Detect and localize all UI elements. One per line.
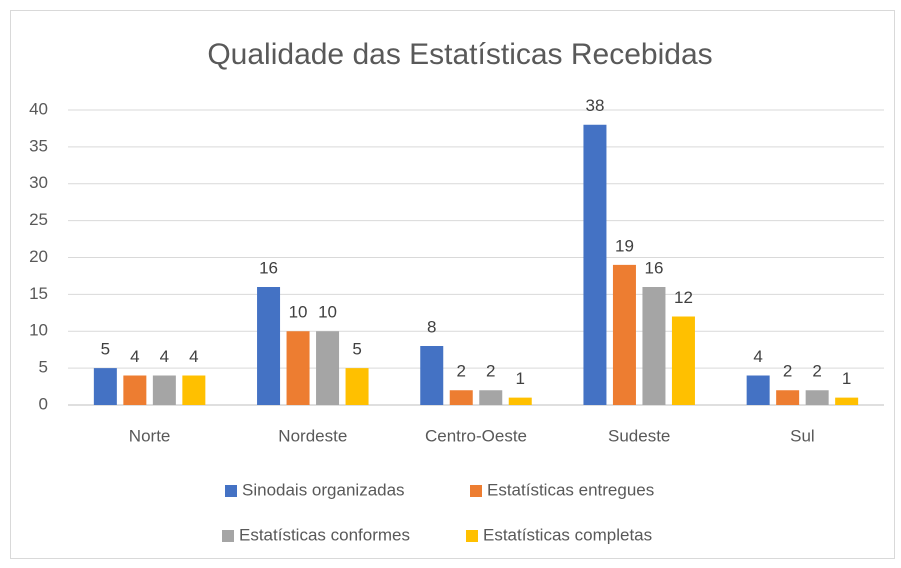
x-tick-label: Nordeste bbox=[278, 426, 347, 445]
bar bbox=[257, 287, 281, 405]
y-tick-label: 15 bbox=[29, 284, 48, 303]
bar bbox=[316, 331, 340, 405]
chart-title: Qualidade das Estatísticas Recebidas bbox=[207, 38, 712, 71]
data-label: 4 bbox=[189, 347, 198, 366]
data-label: 2 bbox=[812, 362, 821, 381]
data-label: 10 bbox=[289, 303, 308, 322]
x-tick-label: Norte bbox=[129, 426, 171, 445]
data-label: 10 bbox=[318, 303, 337, 322]
y-tick-label: 35 bbox=[29, 136, 48, 155]
bar bbox=[805, 390, 829, 405]
bar bbox=[152, 375, 176, 405]
x-tick-label: Sul bbox=[790, 426, 815, 445]
data-label: 2 bbox=[486, 362, 495, 381]
bar bbox=[671, 316, 695, 405]
bar bbox=[420, 346, 444, 405]
data-label: 4 bbox=[160, 347, 169, 366]
data-label: 5 bbox=[352, 340, 361, 359]
data-label: 5 bbox=[101, 340, 110, 359]
legend-swatch bbox=[470, 485, 482, 497]
bar bbox=[776, 390, 800, 405]
legend-label: Estatísticas entregues bbox=[487, 480, 654, 499]
data-label: 2 bbox=[457, 362, 466, 381]
legend-swatch bbox=[222, 530, 234, 542]
bar bbox=[449, 390, 473, 405]
legend-label: Estatísticas conformes bbox=[239, 525, 410, 544]
y-tick-label: 10 bbox=[29, 321, 48, 340]
data-label: 8 bbox=[427, 317, 436, 336]
chart-frame bbox=[10, 10, 895, 559]
bar bbox=[835, 397, 859, 405]
bar bbox=[345, 368, 369, 405]
data-label: 2 bbox=[783, 362, 792, 381]
bar bbox=[479, 390, 503, 405]
data-label: 12 bbox=[674, 288, 693, 307]
y-tick-label: 20 bbox=[29, 247, 48, 266]
legend-label: Estatísticas completas bbox=[483, 525, 652, 544]
bar bbox=[286, 331, 310, 405]
x-tick-label: Centro-Oeste bbox=[425, 426, 527, 445]
legend-swatch bbox=[466, 530, 478, 542]
data-label: 1 bbox=[842, 369, 851, 388]
y-tick-label: 0 bbox=[39, 394, 48, 413]
y-tick-label: 25 bbox=[29, 210, 48, 229]
legend-swatch bbox=[225, 485, 237, 497]
bar bbox=[642, 287, 666, 405]
data-label: 38 bbox=[585, 96, 604, 115]
data-label: 16 bbox=[259, 258, 278, 277]
data-label: 16 bbox=[644, 258, 663, 277]
x-tick-label: Sudeste bbox=[608, 426, 670, 445]
bar bbox=[93, 368, 117, 405]
data-label: 1 bbox=[516, 369, 525, 388]
data-label: 19 bbox=[615, 236, 634, 255]
bar bbox=[508, 397, 532, 405]
bar bbox=[746, 375, 770, 405]
bar bbox=[612, 264, 636, 405]
data-label: 4 bbox=[753, 347, 762, 366]
bar bbox=[123, 375, 147, 405]
bar bbox=[182, 375, 206, 405]
y-tick-label: 30 bbox=[29, 173, 48, 192]
data-label: 4 bbox=[130, 347, 139, 366]
y-tick-label: 5 bbox=[39, 358, 48, 377]
legend-label: Sinodais organizadas bbox=[242, 480, 405, 499]
bar bbox=[583, 124, 607, 405]
y-tick-label: 40 bbox=[29, 99, 48, 118]
